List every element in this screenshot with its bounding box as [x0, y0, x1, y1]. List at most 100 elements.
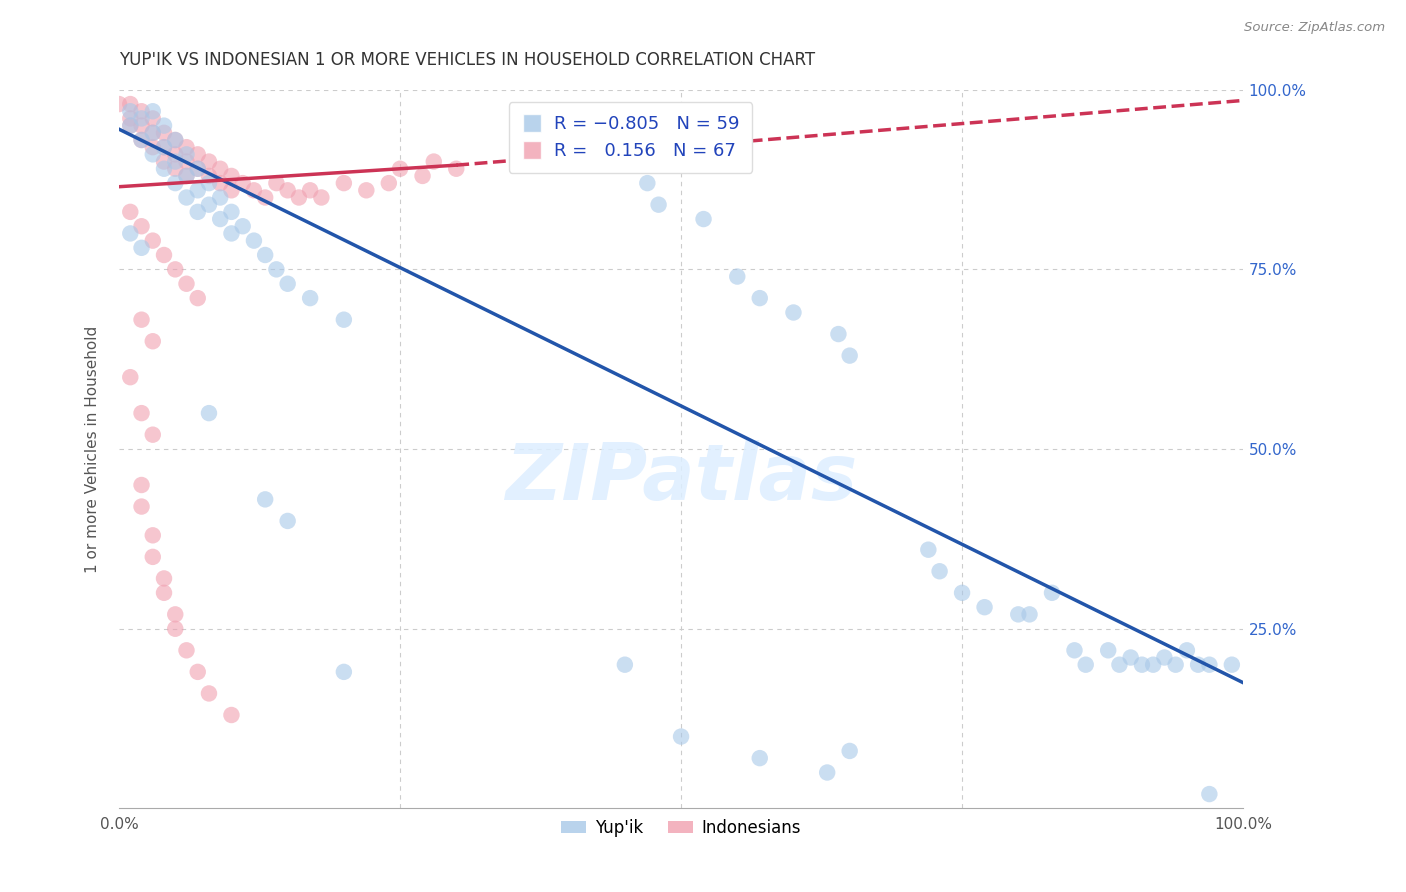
Legend: Yup'ik, Indonesians: Yup'ik, Indonesians [555, 812, 807, 843]
Point [266, 176, 288, 190]
Point [423, 154, 446, 169]
Point [131, 112, 153, 126]
Point [198, 197, 221, 211]
Point [232, 219, 254, 234]
Point [176, 147, 198, 161]
Point [725, 269, 748, 284]
Point [928, 564, 950, 578]
Point [165, 133, 187, 147]
Point [288, 190, 311, 204]
Point [131, 241, 153, 255]
Point [120, 227, 142, 241]
Point [209, 161, 232, 176]
Point [142, 234, 165, 248]
Point [1198, 787, 1220, 801]
Point [198, 169, 221, 183]
Point [142, 528, 165, 542]
Point [1063, 643, 1085, 657]
Point [187, 161, 209, 176]
Point [176, 154, 198, 169]
Point [120, 119, 142, 133]
Point [142, 334, 165, 349]
Point [446, 161, 468, 176]
Point [254, 190, 277, 204]
Point [266, 262, 288, 277]
Point [815, 765, 838, 780]
Point [187, 183, 209, 197]
Point [198, 176, 221, 190]
Point [120, 112, 142, 126]
Point [647, 197, 669, 211]
Point [165, 622, 187, 636]
Point [108, 97, 131, 112]
Point [636, 176, 658, 190]
Point [142, 427, 165, 442]
Point [165, 176, 187, 190]
Point [221, 227, 243, 241]
Point [221, 205, 243, 219]
Point [232, 176, 254, 190]
Point [131, 219, 153, 234]
Point [950, 586, 973, 600]
Point [277, 277, 299, 291]
Point [613, 657, 636, 672]
Point [221, 183, 243, 197]
Point [748, 291, 770, 305]
Point [142, 147, 165, 161]
Point [131, 312, 153, 326]
Point [142, 126, 165, 140]
Point [333, 665, 356, 679]
Point [120, 104, 142, 119]
Text: ZIPatlas: ZIPatlas [505, 440, 858, 516]
Point [209, 176, 232, 190]
Point [243, 234, 266, 248]
Point [1187, 657, 1209, 672]
Point [838, 349, 860, 363]
Point [389, 161, 412, 176]
Point [131, 406, 153, 420]
Point [838, 744, 860, 758]
Y-axis label: 1 or more Vehicles in Household: 1 or more Vehicles in Household [86, 326, 100, 573]
Point [142, 140, 165, 154]
Point [187, 291, 209, 305]
Point [142, 112, 165, 126]
Point [748, 751, 770, 765]
Point [1175, 643, 1198, 657]
Point [973, 600, 995, 615]
Point [142, 104, 165, 119]
Point [131, 133, 153, 147]
Point [692, 212, 714, 227]
Point [827, 327, 849, 342]
Point [153, 586, 176, 600]
Point [1018, 607, 1040, 622]
Point [333, 312, 356, 326]
Point [782, 305, 804, 319]
Point [153, 248, 176, 262]
Point [356, 183, 378, 197]
Point [254, 248, 277, 262]
Point [176, 190, 198, 204]
Point [176, 169, 198, 183]
Point [1130, 657, 1153, 672]
Point [165, 607, 187, 622]
Point [254, 492, 277, 507]
Point [209, 212, 232, 227]
Point [142, 126, 165, 140]
Point [198, 406, 221, 420]
Point [209, 190, 232, 204]
Point [187, 205, 209, 219]
Point [176, 169, 198, 183]
Point [165, 262, 187, 277]
Point [120, 370, 142, 384]
Point [153, 126, 176, 140]
Point [120, 97, 142, 112]
Point [221, 708, 243, 723]
Point [187, 665, 209, 679]
Point [176, 140, 198, 154]
Point [120, 119, 142, 133]
Point [131, 133, 153, 147]
Point [311, 190, 333, 204]
Point [277, 514, 299, 528]
Point [1153, 650, 1175, 665]
Point [277, 183, 299, 197]
